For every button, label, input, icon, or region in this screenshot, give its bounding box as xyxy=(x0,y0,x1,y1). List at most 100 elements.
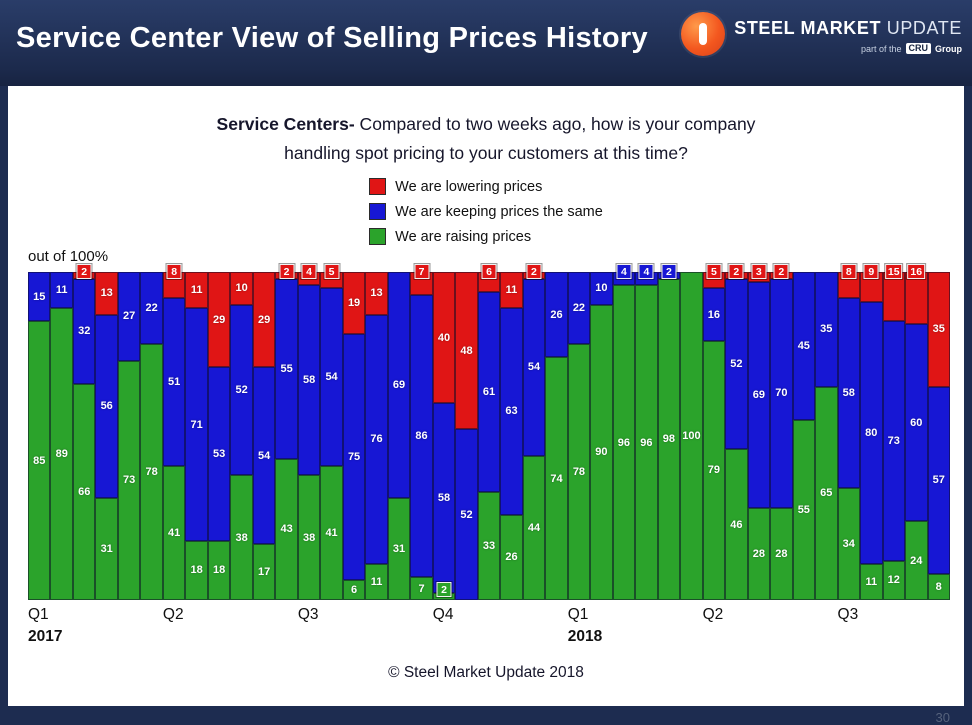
slide-header: Service Center View of Selling Prices Hi… xyxy=(0,0,972,86)
bar-column: 6 75 19 xyxy=(342,272,366,600)
bar-column: 24 60 16 xyxy=(905,264,928,600)
bar-segment-callout: 8 xyxy=(166,264,182,279)
cru-badge: CRU xyxy=(905,43,931,54)
bar-column: 98 2 xyxy=(657,264,681,600)
bar-column: 11 80 9 xyxy=(860,264,883,600)
bar-segment: 46 xyxy=(725,449,748,600)
bar-segment: 24 xyxy=(905,521,928,600)
bar-column: 46 52 2 xyxy=(725,264,748,600)
bar-segment: 52 xyxy=(455,429,478,600)
bar-segment: 51 xyxy=(162,298,186,466)
bar-column: 96 4 xyxy=(612,264,636,600)
bar-segment: 78 xyxy=(140,344,163,600)
bar-segment: 12 xyxy=(882,560,906,600)
bar-segment: 65 xyxy=(815,386,838,600)
bar-column: 78 22 xyxy=(567,272,591,600)
x-axis-quarter-label: Q1 xyxy=(28,606,49,623)
bar-segment: 26 xyxy=(545,272,568,358)
bar-column: 74 26 xyxy=(545,272,568,600)
bar-segment-callout: 4 xyxy=(616,264,632,279)
legend-item-same: We are keeping prices the same xyxy=(369,203,603,220)
bar-segment: 29 xyxy=(207,272,231,368)
bar-segment: 11 xyxy=(50,272,73,309)
bar-column: 31 69 xyxy=(387,272,411,600)
bar-segment: 89 xyxy=(50,308,73,600)
bar-segment-callout: 2 xyxy=(728,264,744,279)
bar-column: 73 27 xyxy=(117,272,141,600)
bar-segment: 43 xyxy=(275,458,298,600)
smu-tagline-prefix: part of the xyxy=(860,43,902,54)
bar-column: 26 63 11 xyxy=(500,272,523,600)
bar-column: 41 54 5 xyxy=(320,264,343,600)
bar-segment: 31 xyxy=(95,498,118,600)
bar-segment: 34 xyxy=(837,488,861,600)
bar-segment-callout: 4 xyxy=(638,264,654,279)
smu-brand: STEEL MARKET UPDATE xyxy=(734,18,962,39)
bar-segment: 13 xyxy=(365,272,388,315)
chart-question-bold: Service Centers- xyxy=(216,114,355,134)
bar-segment: 6 xyxy=(342,580,366,600)
bar-segment: 11 xyxy=(500,272,523,309)
legend-items: We are lowering prices We are keeping pr… xyxy=(369,178,603,245)
bar-segment: 41 xyxy=(320,465,343,600)
bar-segment: 85 xyxy=(28,321,51,600)
x-axis-quarter-label: Q1 xyxy=(567,606,589,623)
bar-segment-callout: 15 xyxy=(884,264,903,279)
x-axis-quarter-label: Q2 xyxy=(702,606,724,623)
bar-segment: 28 xyxy=(770,508,793,600)
bar-segment: 55 xyxy=(792,419,816,600)
y-axis-note: out of 100% xyxy=(28,248,109,265)
bar-column: 18 71 11 xyxy=(185,272,208,600)
bar-segment-callout: 6 xyxy=(481,264,497,279)
bar-segment-callout: 9 xyxy=(863,264,879,279)
bar-column: 41 51 8 xyxy=(162,264,186,600)
bar-segment-callout: 16 xyxy=(907,264,926,279)
bar-segment: 54 xyxy=(252,367,276,545)
bar-segment: 7 xyxy=(410,577,433,600)
bar-column: 55 45 xyxy=(792,272,816,600)
bar-segment: 58 xyxy=(297,285,321,476)
bar-segment: 74 xyxy=(545,357,568,600)
bar-segment: 17 xyxy=(252,544,276,600)
bar-column: 100 xyxy=(680,272,703,600)
bar-column: 33 61 6 xyxy=(477,264,501,600)
x-axis-quarter-label: Q3 xyxy=(837,606,859,623)
bar-segment: 18 xyxy=(185,540,208,600)
bar-segment: 11 xyxy=(860,563,883,600)
bar-segment: 52 xyxy=(230,304,253,476)
smu-tagline-suffix: Group xyxy=(935,43,962,54)
bar-segment: 69 xyxy=(387,272,411,499)
bar-segment: 80 xyxy=(860,301,883,564)
legend-swatch-same xyxy=(369,203,387,220)
bar-segment: 28 xyxy=(747,508,771,600)
bar-segment: 56 xyxy=(95,314,118,499)
bar-segment: 29 xyxy=(252,272,276,368)
bar-segment-callout: 8 xyxy=(841,264,857,279)
bar-column: 8 57 35 xyxy=(927,272,950,600)
bar-segment: 52 xyxy=(725,278,748,450)
smu-tagline: part of the CRU Group xyxy=(861,43,962,54)
bar-column: 43 55 2 xyxy=(275,264,298,600)
bar-segment: 73 xyxy=(882,321,906,561)
bar-segment: 61 xyxy=(477,291,501,492)
bar-segment: 73 xyxy=(117,360,141,600)
x-axis-year-label: 2017 xyxy=(28,628,63,645)
smu-logo: STEEL MARKET UPDATE part of the CRU Grou… xyxy=(681,9,962,56)
bar-segment: 38 xyxy=(297,475,321,600)
smu-logo-text: STEEL MARKET UPDATE part of the CRU Grou… xyxy=(734,9,962,54)
bar-column: 44 54 2 xyxy=(522,264,546,600)
bar-segment: 33 xyxy=(477,491,501,600)
bar-segment: 38 xyxy=(230,475,253,600)
legend-item-raising: We are raising prices xyxy=(369,228,531,245)
bar-column: 34 58 8 xyxy=(837,264,861,600)
bar-segment: 41 xyxy=(162,465,186,600)
bar-segment-callout: 2 xyxy=(661,264,677,279)
bar-segment-callout: 5 xyxy=(324,264,340,279)
bar-segment: 96 xyxy=(635,285,658,600)
bar-column: 12 73 15 xyxy=(882,264,906,600)
bar-column: 89 11 xyxy=(50,272,73,600)
chart-question-line2: handling spot pricing to your customers … xyxy=(284,142,688,163)
bar-column: 52 48 xyxy=(455,272,478,600)
bar-segment: 70 xyxy=(770,278,793,509)
bar-segment: 35 xyxy=(927,272,950,387)
